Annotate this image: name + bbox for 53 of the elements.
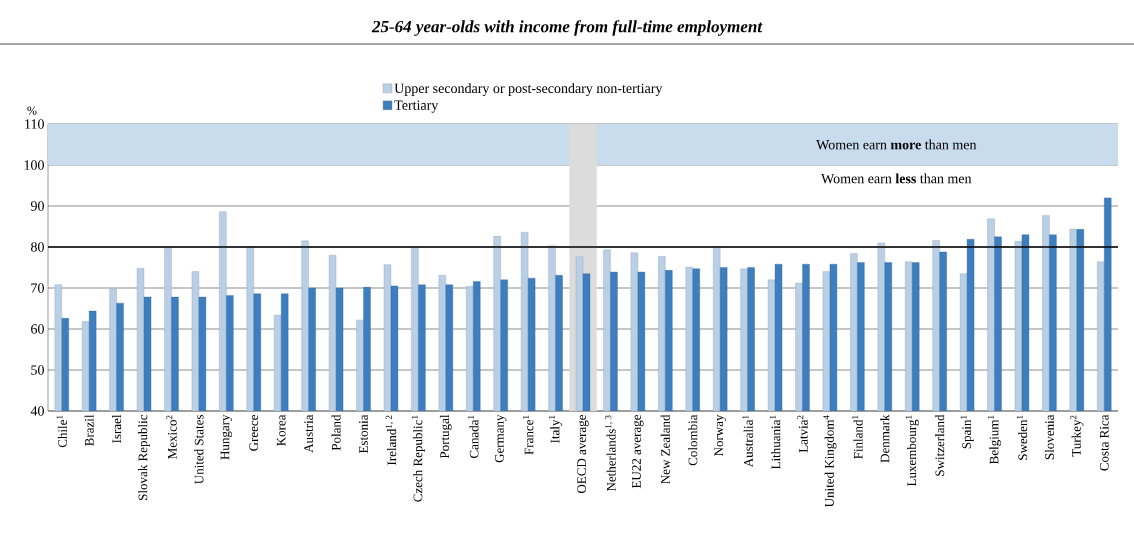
x-tick-label: Hungary [220,414,232,460]
x-tick-label: Chile$^{1}$ [56,415,67,448]
x-tick-label: France$^{1}$ [522,415,534,455]
x-tick-label: Denmark [880,414,890,463]
y-tick-label: 70 [31,283,44,293]
x-tick-label: Austria [304,414,314,453]
x-tick-label: Canada$^{1}$ [468,415,479,459]
x-tick-label: Turkey$^{2}$ [1070,415,1084,457]
x-tick-label: Estonia [359,414,368,454]
x-tick-label: OECD average [577,415,589,494]
x-tick-label: Mexico$^{2}$ [166,415,177,459]
x-tick-label: Slovak Republic [138,414,150,500]
band-label: Women earn more than men [816,139,977,150]
y-tick-label: 110 [25,119,44,129]
x-tick-label: Costa Rica [1099,414,1109,471]
legend-label: Tertiary [394,100,439,113]
x-tick-label: Lithuania$^{1}$ [769,415,781,470]
y-tick-label: 90 [30,201,44,211]
x-tick-label: United States [194,415,204,484]
y-axis-title: % [27,106,37,115]
x-tick-label: Luxembourg$^{1}$ [905,415,919,487]
x-tick-label: New Zealand [660,414,670,484]
x-tick-label: Switzerland [935,414,945,476]
y-tick-label: 50 [31,365,44,375]
x-tick-label: Czech Republic$^{1}$ [411,415,425,502]
x-tick-label: Sweden$^{1}$ [1016,415,1028,460]
x-tick-label: Ireland$^{1, 2}$ [385,415,397,466]
x-tick-label: Poland [331,414,341,451]
x-tick-label: Slovenia [1044,414,1054,460]
x-tick-label: Italy$^{1}$ [548,415,563,443]
y-tick-label: 80 [31,242,44,252]
x-tick-label: Colombia [688,414,698,466]
x-tick-label: Greece [249,414,259,451]
x-tick-label: Belgium$^{1}$ [987,415,1002,464]
x-tick-label: Israel [112,414,122,443]
x-tick-label: EU22 average [632,414,644,489]
y-tick-label: 100 [24,160,44,170]
x-tick-label: Spain$^{1}$ [960,415,974,449]
x-tick-label: Australia$^{1}$ [742,415,753,468]
y-tick-label: 40 [30,406,44,416]
x-tick-label: United Kingdom$^{4}$ [823,415,837,508]
y-tick-label: 60 [31,324,44,334]
chart-title: 25-64 year-olds with income from full-time employment [371,20,763,36]
x-tick-label: Latvia$^{2}$ [797,415,808,453]
annotation: Women earn less than men [821,173,972,184]
x-tick-label: Korea [276,414,286,446]
x-tick-label: Germany [494,414,507,463]
x-tick-label: Brazil [84,414,94,446]
x-tick-label: Portugal [439,414,452,459]
x-tick-label: Netherlands$^{1, 3}$ [605,415,616,492]
x-tick-label: Norway [714,414,726,457]
legend-label: Upper secondary or post-secondary non-tertiary [394,83,663,96]
x-tick-label: Finland$^{1}$ [852,415,863,459]
